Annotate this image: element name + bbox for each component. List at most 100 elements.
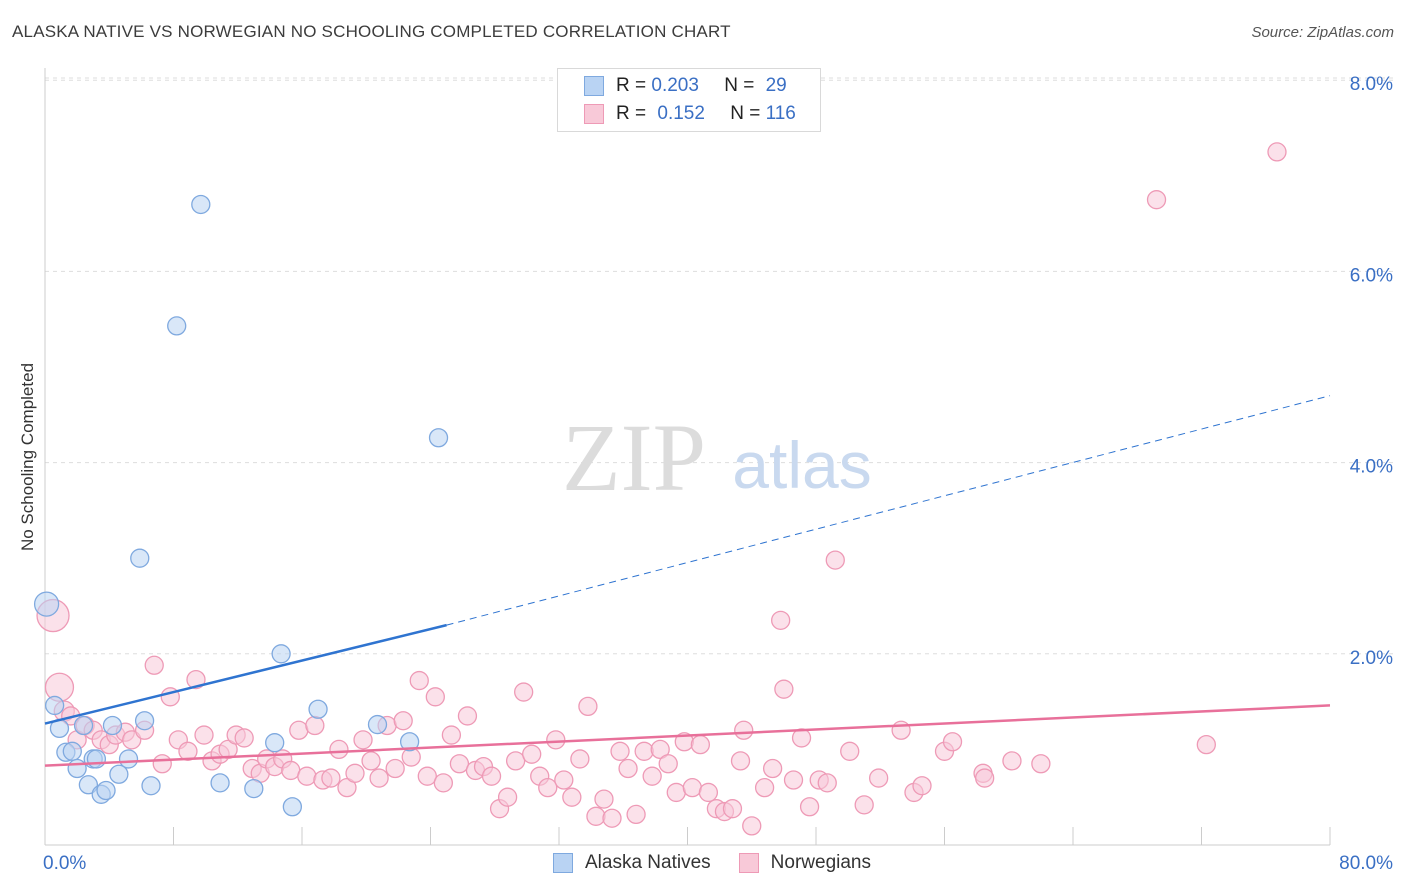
series-legend-norwegian: Norwegians [738, 852, 871, 874]
norwegian-point [1031, 754, 1051, 774]
norwegian-point [393, 711, 413, 731]
alaska-native-point [102, 715, 123, 736]
norwegian-point [825, 550, 845, 570]
norwegian-point [762, 758, 783, 779]
norwegian-point [481, 766, 502, 786]
legend-r-label: R = [616, 103, 652, 124]
norwegian-point [586, 806, 606, 826]
alaska-native-point [86, 749, 107, 769]
x-tick-label: 0.0% [43, 853, 86, 874]
alaska-native-point [308, 699, 328, 719]
norwegian-point [868, 768, 889, 788]
norwegian-point [610, 741, 630, 761]
alaska-native-point [118, 749, 139, 769]
correlation-legend: R = 0.203 N = 29 R = 0.152 N = 116 [557, 68, 821, 132]
norwegian-point [774, 679, 794, 699]
norwegian-point [152, 754, 172, 774]
norwegian-point [289, 720, 309, 740]
alaska-native-point [134, 711, 155, 731]
series-label-norwegian: Norwegians [770, 852, 871, 873]
norwegian-point [734, 720, 754, 740]
norwegian-point [698, 782, 719, 803]
norwegian-point [1146, 190, 1167, 210]
norwegian-point [122, 730, 142, 750]
y-tick-label: 4.0% [1350, 457, 1393, 478]
norwegian-point [538, 777, 558, 798]
trend-lines [44, 395, 1331, 767]
series-label-alaska: Alaska Natives [585, 852, 711, 873]
alaska-native-point [33, 591, 60, 617]
norwegian-point [433, 773, 454, 793]
grid-lines [45, 77, 1393, 655]
legend-n-value: 116 [765, 103, 796, 124]
alaska-native-point [265, 733, 285, 753]
watermark-atlas: atlas [732, 428, 871, 502]
norwegian-point [634, 741, 654, 761]
norwegian-point [690, 734, 710, 755]
alaska-native-point [191, 194, 211, 215]
norwegian-point [305, 715, 325, 736]
alaska-native-point [62, 741, 82, 761]
legend-r-value: 0.203 [651, 75, 699, 96]
alaska-native-point [44, 695, 65, 716]
norwegian-point [457, 706, 478, 726]
norwegian-point [658, 754, 678, 774]
norwegian-point [682, 777, 702, 798]
norwegian-point [297, 766, 317, 786]
norwegian-point [441, 725, 462, 745]
norwegian-point [840, 741, 860, 761]
norwegian-point [602, 808, 622, 828]
norwegian-point [178, 741, 198, 761]
norwegian-point [281, 760, 301, 781]
legend-r-value: 0.152 [657, 103, 705, 124]
norwegian-point [144, 655, 164, 675]
alaska-native-point [210, 773, 230, 793]
norwegian-point [578, 696, 598, 717]
norwegian-point [514, 682, 534, 702]
norwegian-point [562, 787, 582, 807]
alaska-native-point [73, 715, 94, 736]
norwegian-point [754, 777, 775, 798]
norwegian-point [546, 730, 566, 750]
alaska-native-point [367, 714, 388, 735]
y-tick-label: 6.0% [1350, 265, 1393, 286]
series-legend-alaska: Alaska Natives [553, 852, 711, 874]
norwegian-point [975, 768, 995, 788]
norwegian-point [554, 770, 574, 790]
alaska-native-point [428, 428, 449, 448]
norwegian-point [234, 728, 254, 748]
series-legend: Alaska Natives Norwegians [553, 852, 899, 874]
norwegian-point [425, 687, 445, 707]
norwegian-point [642, 766, 662, 786]
norwegian-point [626, 804, 646, 825]
norwegian-point [329, 739, 349, 760]
alaska-native-point [67, 758, 87, 779]
norwegian-point [44, 672, 75, 702]
norwegian-point [783, 770, 804, 790]
norwegian-trend [44, 704, 1331, 767]
legend-n-label: N = [730, 103, 766, 124]
norwegian-point [666, 782, 686, 803]
norwegian-point [369, 768, 389, 788]
norwegian-point [353, 730, 373, 750]
norwegian-point [817, 773, 837, 793]
norwegian-point [722, 799, 743, 819]
alaska-trend-solid [44, 623, 447, 725]
axes: 2.0% 4.0% 6.0% 8.0% 0.0% 80.0% [43, 68, 1393, 874]
y-tick-label: 8.0% [1350, 74, 1393, 95]
norwegian-point [505, 751, 526, 771]
alaska-native-point [282, 797, 303, 817]
alaska-native-point [130, 548, 150, 568]
alaska-native-point [399, 732, 420, 752]
alaska-native-point [78, 775, 99, 795]
watermark-zip: ZIP [562, 404, 706, 511]
alaska-native-point [244, 778, 264, 799]
norwegian-point [1267, 142, 1287, 162]
legend-swatch-blue [584, 76, 604, 96]
norwegian-point [321, 768, 341, 788]
alaska-native-point [167, 316, 187, 336]
norwegian-point [1002, 751, 1022, 771]
norwegian-point [942, 732, 963, 752]
norwegian-point [799, 797, 820, 817]
